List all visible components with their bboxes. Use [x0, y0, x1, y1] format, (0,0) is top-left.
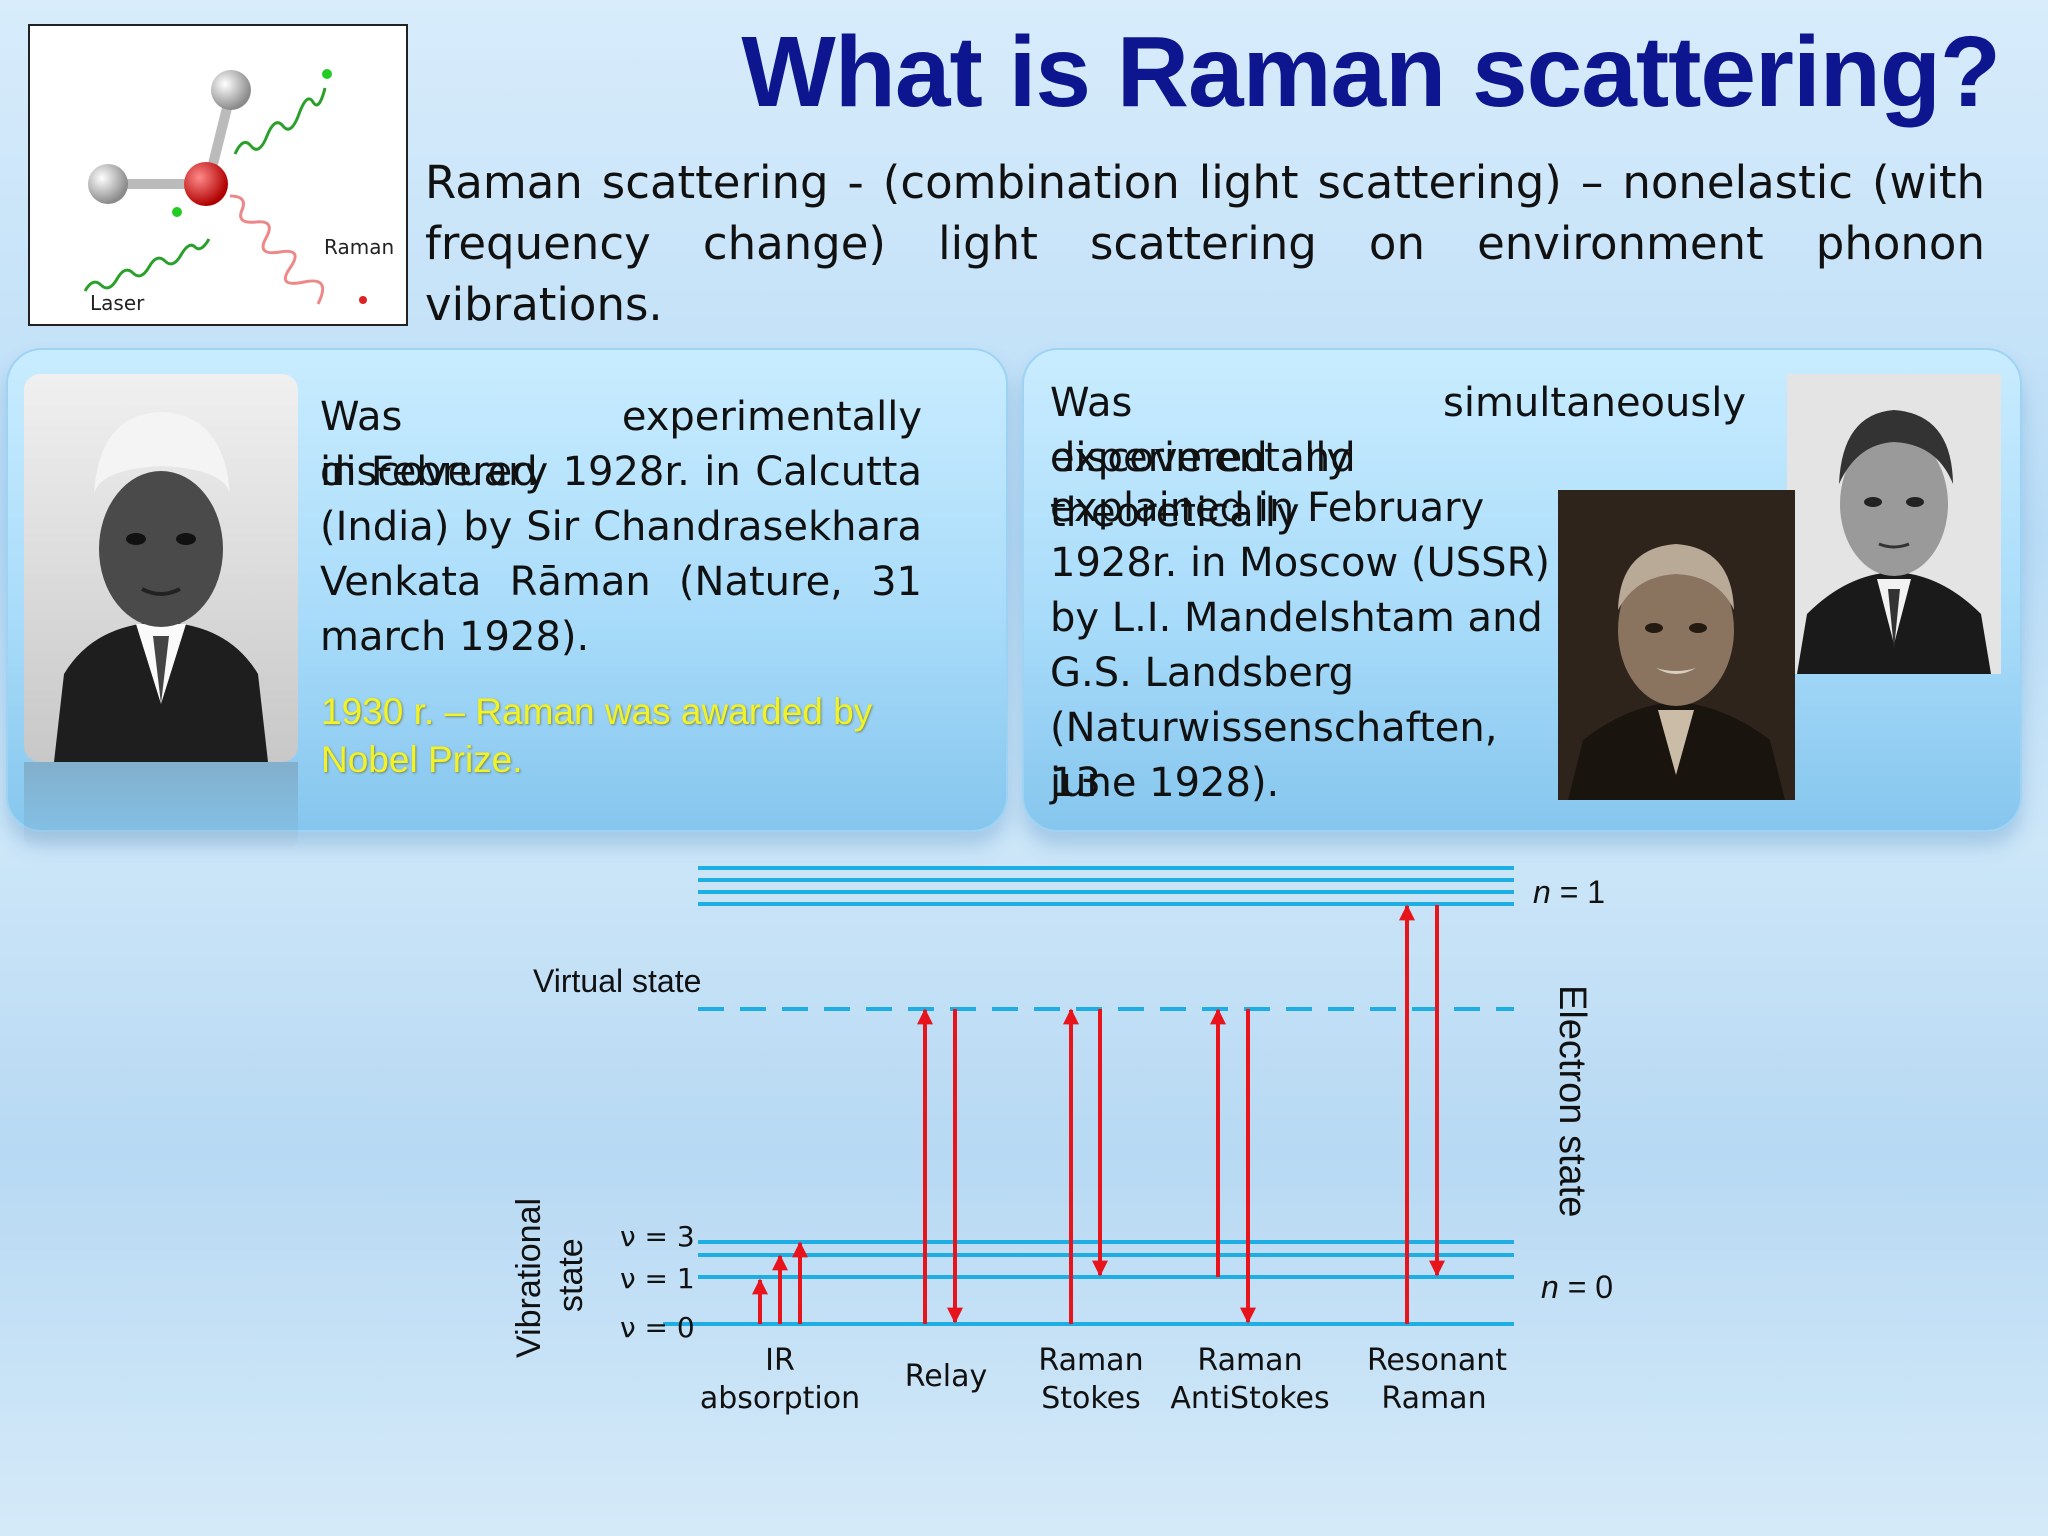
electron-level-n1 — [698, 866, 1514, 906]
nobel-line: 1930 r. – Raman was awarded by — [321, 691, 873, 732]
right-panel-line: explained in February — [1050, 485, 1485, 531]
process-label-line1: Relay — [905, 1359, 987, 1394]
right-panel-line: (Naturwissenschaften, 13 — [1050, 705, 1498, 806]
v0-label: ν = 0 — [620, 1311, 695, 1344]
process-label-line2: Raman — [1381, 1381, 1486, 1416]
right-panel-line: G.S. Landsberg — [1050, 650, 1355, 696]
raman-wave — [229, 194, 325, 305]
mandelshtam-photo — [1558, 490, 1795, 800]
process-label-line1: Raman — [1038, 1343, 1143, 1378]
right-panel-line: 1928r. in Moscow (USSR) — [1050, 540, 1550, 586]
v1-label: ν = 1 — [620, 1262, 695, 1295]
raman-label: Raman — [324, 235, 394, 259]
n1-label: n = 1 — [1533, 874, 1605, 910]
scattered-wave — [233, 87, 327, 155]
raman-photo-reflection — [24, 762, 298, 852]
vibrational-levels — [663, 1240, 1514, 1326]
laser-wave — [83, 238, 211, 292]
transition-arrows — [752, 904, 1445, 1324]
process-label-line2: Stokes — [1041, 1381, 1141, 1416]
electron-state-label: Electron state — [1551, 985, 1593, 1217]
process-label-line1: Resonant — [1367, 1343, 1507, 1378]
right-panel-line: Was simultaneously experimentally — [1050, 380, 1746, 481]
laser-label: Laser — [90, 291, 145, 315]
n-symbol: n — [1533, 874, 1551, 910]
hydrogen-atom — [88, 164, 128, 204]
virtual-state-label: Virtual state — [533, 963, 701, 999]
molecule-diagram: Raman Laser — [83, 69, 394, 315]
left-panel-line: march 1928). — [320, 614, 590, 660]
process-label-line1: IR — [765, 1343, 795, 1378]
process-label-line2: absorption — [700, 1381, 860, 1416]
process-labels: IR absorption Relay Raman Stokes Raman A… — [700, 1343, 1507, 1416]
right-panel-line: discovered and theoretically — [1050, 435, 1356, 536]
hydrogen-atom — [211, 70, 251, 110]
left-panel-line: (India) by Sir Chandrasekhara — [320, 504, 922, 550]
nobel-line: Nobel Prize. — [321, 739, 523, 780]
vibrational-label: Vibrational — [510, 1198, 548, 1358]
n0-value: = 0 — [1568, 1269, 1613, 1305]
nobel-note: 1930 r. – Raman was awarded by Nobel Pri… — [321, 688, 961, 784]
intro-paragraph: Raman scattering - (combination light sc… — [425, 156, 1985, 331]
left-panel-line: in February 1928r. in Calcutta — [320, 449, 922, 495]
process-label-line1: Raman — [1197, 1343, 1302, 1378]
landsberg-photo — [1787, 374, 2001, 674]
n1-value: = 1 — [1560, 874, 1605, 910]
slide-title: What is Raman scattering? — [741, 16, 2001, 128]
left-panel-line: Venkata Rāman (Nature, 31 — [320, 559, 922, 605]
molecule-figure: Raman Laser — [28, 24, 408, 326]
v3-label: ν = 3 — [620, 1220, 695, 1253]
n0-label: n = 0 — [1541, 1269, 1613, 1305]
left-panel-line: Was experimentally discovered — [320, 394, 922, 495]
vibrational-state-label: state — [552, 1238, 590, 1312]
right-panel-line: june 1928). — [1050, 760, 1280, 806]
n-symbol: n — [1541, 1269, 1559, 1305]
raman-photo — [24, 374, 298, 762]
oxygen-atom — [184, 162, 228, 206]
process-label-line2: AntiStokes — [1170, 1381, 1329, 1416]
right-panel-line: by L.I. Mandelshtam and — [1050, 595, 1543, 641]
